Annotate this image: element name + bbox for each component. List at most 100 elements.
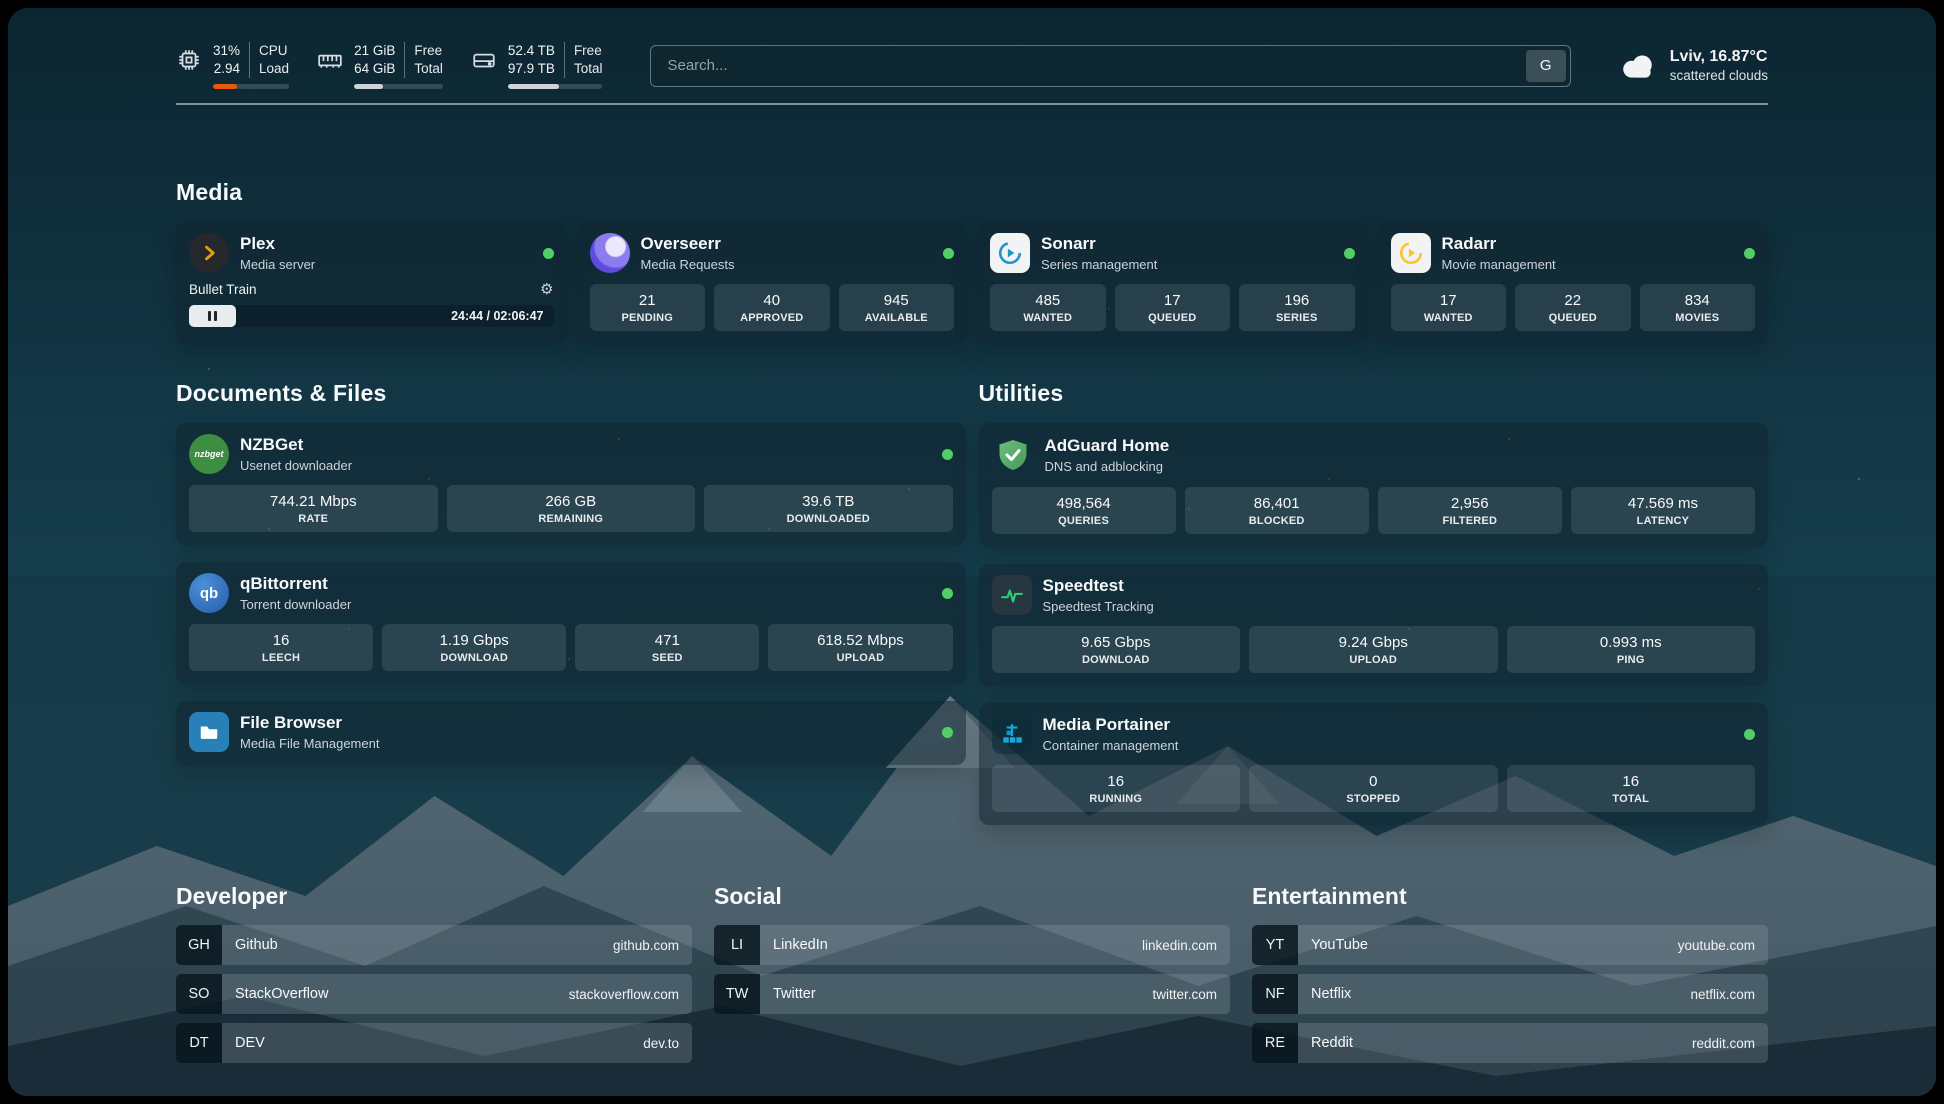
cpu-widget: 31% 2.94 CPU Load bbox=[176, 42, 290, 90]
filebrowser-status-dot bbox=[941, 726, 953, 738]
disk-widget: 52.4 TB 97.9 TB Free Total bbox=[471, 42, 603, 90]
speedtest-stat-download: 9.65 Gbps DOWNLOAD bbox=[991, 626, 1240, 674]
search-area: G bbox=[650, 44, 1571, 87]
filebrowser-name: File Browser bbox=[240, 713, 343, 733]
stat-value: 17 bbox=[1439, 292, 1457, 310]
nzbget-card[interactable]: nzbget NZBGet Usenet downloader 744.21 M… bbox=[176, 423, 966, 546]
stat-value: 16 bbox=[1622, 773, 1640, 791]
speedtest-stat-upload: 9.24 Gbps UPLOAD bbox=[1249, 626, 1498, 674]
ram-progress-fill bbox=[354, 84, 384, 90]
bookmark-github[interactable]: GH Github github.com bbox=[176, 925, 692, 966]
qbittorrent-stat-seed: 471 SEED bbox=[575, 624, 760, 672]
portainer-stat-running: 16 RUNNING bbox=[991, 765, 1240, 813]
bookmark-youtube[interactable]: YT YouTube youtube.com bbox=[1252, 925, 1768, 966]
dashboard-content: 31% 2.94 CPU Load bbox=[8, 8, 1936, 1096]
nzbget-icon: nzbget bbox=[189, 434, 229, 475]
stat-label: QUERIES bbox=[1058, 515, 1110, 528]
bookmark-url: reddit.com bbox=[1691, 1035, 1755, 1051]
filebrowser-subtitle: Media File Management bbox=[240, 736, 380, 752]
stat-value: 1.19 Gbps bbox=[439, 632, 509, 650]
bookmark-url: stackoverflow.com bbox=[568, 986, 679, 1002]
disk-progress-track bbox=[507, 84, 603, 90]
bookmark-twitter[interactable]: TW Twitter twitter.com bbox=[714, 974, 1230, 1015]
speedtest-card[interactable]: Speedtest Speedtest Tracking 9.65 Gbps D… bbox=[978, 564, 1768, 687]
bookmark-name: DEV bbox=[235, 1035, 265, 1052]
weather-widget: Lviv, 16.87°C scattered clouds bbox=[1619, 48, 1768, 83]
gear-icon[interactable]: ⚙ bbox=[540, 281, 554, 299]
stat-value: 834 bbox=[1684, 292, 1710, 310]
portainer-card[interactable]: Media Portainer Container management 16 … bbox=[978, 703, 1768, 826]
stat-label: UPLOAD bbox=[836, 652, 885, 665]
search-input[interactable] bbox=[655, 49, 1526, 82]
disk-progress-fill bbox=[507, 84, 559, 90]
adguard-stat-blocked: 86,401 BLOCKED bbox=[1184, 487, 1369, 535]
dev-abbr: DT bbox=[176, 1023, 222, 1064]
stat-value: 9.24 Gbps bbox=[1338, 634, 1408, 652]
filebrowser-card[interactable]: File Browser Media File Management bbox=[176, 701, 966, 766]
bookmark-netflix[interactable]: NF Netflix netflix.com bbox=[1252, 974, 1768, 1015]
stat-label: UPLOAD bbox=[1349, 654, 1398, 667]
media-section-title: Media bbox=[176, 179, 243, 206]
ram-free-label: Free bbox=[414, 43, 443, 58]
sonarr-icon bbox=[990, 233, 1030, 274]
overseerr-card[interactable]: Overseerr Media Requests 21 PENDING 40 A… bbox=[576, 222, 967, 345]
disk-total-label: Total bbox=[573, 61, 603, 77]
stat-value: 945 bbox=[883, 292, 909, 310]
qbittorrent-card[interactable]: qb qBittorrent Torrent downloader 16 LEE… bbox=[176, 562, 966, 685]
speedtest-subtitle: Speedtest Tracking bbox=[1042, 599, 1154, 615]
radarr-status-dot bbox=[1744, 247, 1755, 259]
ram-free-value: 21 GiB bbox=[354, 43, 396, 58]
adguard-subtitle: DNS and adblocking bbox=[1044, 459, 1164, 475]
sonarr-name: Sonarr bbox=[1041, 234, 1096, 254]
ram-progress-track bbox=[354, 84, 443, 90]
disk-total-value: 97.9 TB bbox=[507, 61, 555, 77]
stat-label: MOVIES bbox=[1675, 312, 1720, 325]
bookmark-name: Reddit bbox=[1311, 1035, 1353, 1052]
weather-condition: scattered clouds bbox=[1669, 68, 1768, 84]
pause-button[interactable] bbox=[189, 305, 237, 328]
stat-value: 498,564 bbox=[1056, 495, 1111, 513]
bookmarks-area: Developer GH Github github.com SO StackO… bbox=[176, 883, 1768, 1072]
speedtest-stat-ping: 0.993 ms PING bbox=[1506, 626, 1755, 674]
stat-label: BLOCKED bbox=[1248, 515, 1305, 528]
bookmark-url: netflix.com bbox=[1690, 986, 1755, 1002]
adguard-stat-latency: 47.569 ms LATENCY bbox=[1570, 487, 1755, 535]
bookmark-url: twitter.com bbox=[1152, 986, 1217, 1002]
search-engine-button[interactable]: G bbox=[1525, 49, 1566, 82]
bookmark-linkedin[interactable]: LI LinkedIn linkedin.com bbox=[714, 925, 1230, 966]
filebrowser-icon bbox=[189, 712, 229, 753]
sonarr-card[interactable]: Sonarr Series management 485 WANTED 17 Q… bbox=[977, 222, 1368, 345]
two-column-area: Documents & Files nzbget NZBGet Usenet d… bbox=[176, 380, 1768, 826]
overseerr-subtitle: Media Requests bbox=[640, 257, 735, 273]
speedtest-icon bbox=[991, 575, 1032, 616]
stat-value: 16 bbox=[1107, 773, 1125, 791]
bookmark-dev[interactable]: DT DEV dev.to bbox=[176, 1023, 692, 1064]
portainer-status-dot bbox=[1744, 728, 1755, 740]
stat-label: AVAILABLE bbox=[864, 312, 928, 325]
bookmark-reddit[interactable]: RE Reddit reddit.com bbox=[1252, 1023, 1768, 1064]
stat-label: WANTED bbox=[1023, 312, 1073, 325]
radarr-card[interactable]: Radarr Movie management 17 WANTED 22 QUE… bbox=[1377, 222, 1768, 345]
ram-icon bbox=[318, 54, 342, 68]
plex-card[interactable]: Plex Media server Bullet Train ⚙ 24:44 /… bbox=[176, 222, 567, 345]
disk-free-value: 52.4 TB bbox=[507, 43, 555, 58]
bookmark-stackoverflow[interactable]: SO StackOverflow stackoverflow.com bbox=[176, 974, 692, 1015]
plex-playback-bar[interactable]: 24:44 / 02:06:47 bbox=[189, 305, 554, 328]
overseerr-stat-available: 945 AVAILABLE bbox=[838, 284, 954, 332]
speedtest-name: Speedtest bbox=[1042, 576, 1124, 596]
adguard-stat-queries: 498,564 QUERIES bbox=[991, 487, 1176, 535]
stat-value: 744.21 Mbps bbox=[269, 493, 357, 511]
bookmark-name: StackOverflow bbox=[235, 986, 329, 1003]
adguard-card[interactable]: AdGuard Home DNS and adblocking 498,564 … bbox=[978, 423, 1768, 548]
stat-label: LEECH bbox=[261, 652, 301, 665]
plex-now-playing-title: Bullet Train bbox=[189, 282, 257, 298]
portainer-name: Media Portainer bbox=[1042, 715, 1171, 735]
developer-title: Developer bbox=[176, 883, 288, 910]
qbittorrent-icon: qb bbox=[189, 573, 229, 614]
documents-column: Documents & Files nzbget NZBGet Usenet d… bbox=[176, 380, 966, 766]
plex-subtitle: Media server bbox=[240, 257, 316, 273]
portainer-icon bbox=[991, 714, 1032, 755]
stat-value: 0.993 ms bbox=[1599, 634, 1662, 652]
ram-widget: 21 GiB 64 GiB Free Total bbox=[317, 42, 443, 90]
stat-label: DOWNLOAD bbox=[1081, 654, 1150, 667]
